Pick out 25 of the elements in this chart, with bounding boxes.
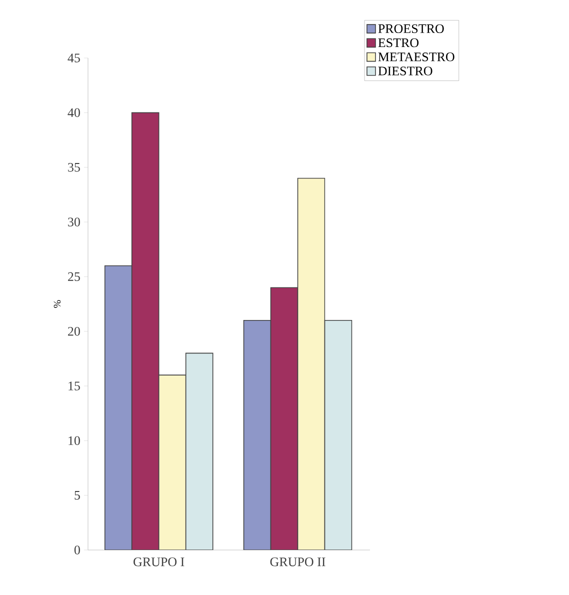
bar: [243, 320, 272, 550]
y-tick-label: 40: [68, 108, 80, 118]
legend-label: ESTRO: [378, 38, 419, 48]
y-tick-label: 30: [68, 218, 80, 226]
bar: [270, 287, 298, 550]
x-tick-label: GRUPO II: [270, 558, 326, 566]
y-tick-label: 10: [68, 436, 80, 446]
y-tick-label: 25: [68, 272, 80, 282]
x-tick-label: GRUPO I: [134, 558, 184, 566]
bar: [185, 352, 214, 550]
y-axis-title: %: [54, 300, 61, 308]
y-tick-label: 5: [74, 491, 80, 500]
legend-label: PROESTRO: [378, 24, 444, 34]
y-tick-label: 35: [68, 162, 80, 172]
bar: [324, 320, 352, 550]
y-tick-label: 45: [68, 54, 80, 62]
bar: [297, 178, 326, 550]
y-tick-label: 0: [74, 546, 80, 554]
y-tick-label: 20: [68, 326, 80, 336]
bar: [131, 112, 160, 550]
legend-label: DIESTRO: [378, 66, 432, 76]
y-tick-label: 15: [68, 382, 80, 390]
bar: [158, 374, 186, 550]
legend-label: METAESTRO: [378, 52, 454, 62]
bar: [104, 265, 132, 550]
